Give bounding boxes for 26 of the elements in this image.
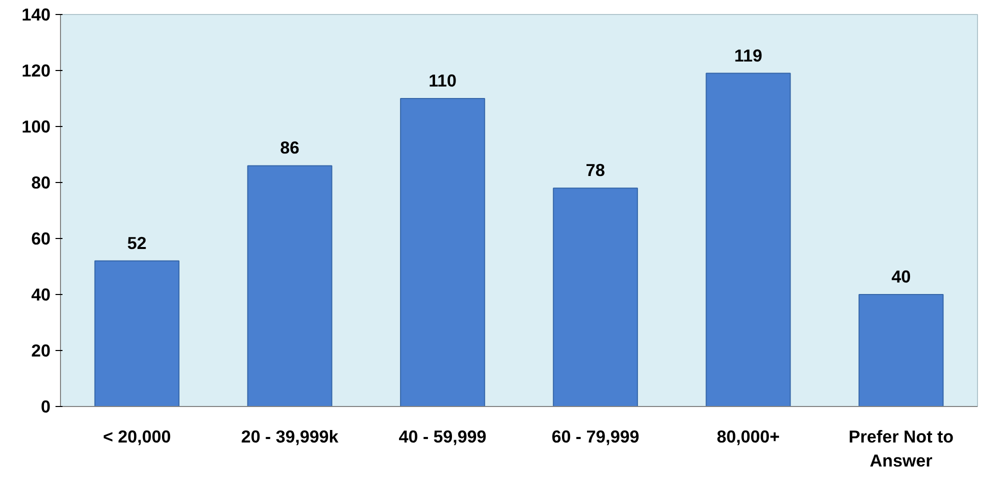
y-tick-label: 140 — [22, 4, 51, 24]
y-tick-label: 0 — [40, 396, 51, 416]
bar — [552, 188, 638, 406]
data-label: 52 — [127, 232, 147, 253]
data-label: 78 — [586, 160, 606, 180]
x-tick-label: 60 - 79,999 — [552, 426, 640, 446]
y-tick-label: 20 — [31, 340, 51, 360]
data-label: 119 — [734, 45, 762, 66]
data-label: 40 — [891, 266, 911, 286]
data-label: 110 — [428, 70, 457, 90]
y-tick-label: 60 — [31, 228, 51, 248]
bar — [400, 98, 486, 406]
bar — [247, 165, 332, 406]
bar — [706, 72, 791, 406]
data-label: 86 — [280, 138, 300, 158]
y-tick-label: 100 — [22, 116, 51, 136]
bar — [94, 260, 180, 406]
x-tick-label: < 20,000 — [102, 426, 171, 446]
x-tick-label: 20 - 39,999k — [241, 426, 339, 446]
x-tick-label: 40 - 59,999 — [398, 426, 486, 446]
x-tick-label: Prefer Not to Answer — [848, 426, 954, 470]
y-tick-label: 120 — [22, 60, 51, 80]
bar — [858, 294, 944, 406]
x-tick-label: 80,000+ — [716, 426, 780, 446]
y-tick-label: 80 — [31, 172, 51, 192]
y-tick-label: 40 — [31, 284, 51, 304]
